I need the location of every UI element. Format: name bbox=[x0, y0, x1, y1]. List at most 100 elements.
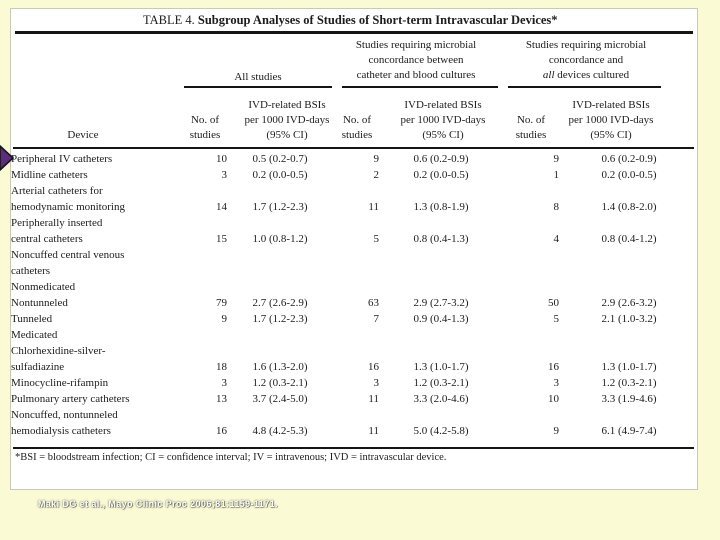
value-cell: 3.3 (2.0-4.6) bbox=[413, 393, 469, 405]
rate-header-1: IVD-related BSIs per 1000 IVD-days (95% … bbox=[244, 99, 330, 141]
table-row: Minocycline-rifampin 3 1.2 (0.3-2.1) 3 1.2 (… bbox=[11, 375, 699, 391]
value-cell bbox=[333, 183, 379, 199]
value-cell bbox=[181, 327, 227, 343]
value-cell: 9 bbox=[553, 425, 560, 437]
table-row: catheters bbox=[11, 263, 699, 279]
value-cell bbox=[227, 343, 333, 359]
value-cell: 0.8 (0.4-1.3) bbox=[413, 233, 469, 245]
value-cell bbox=[333, 327, 379, 343]
table-title: TABLE 4. Subgroup Analyses of Studies of… bbox=[143, 13, 558, 28]
table-row: sulfadiazine 18 1.6 (1.3-2.0) 16 1.3 (1.0-1.… bbox=[11, 359, 699, 375]
table-row: Noncuffed central venous bbox=[11, 247, 699, 263]
value-cell bbox=[503, 263, 559, 279]
value-cell: 1.0 (0.8-1.2) bbox=[252, 233, 308, 245]
table-row: Pulmonary artery catheters 13 3.7 (2.4-5.0… bbox=[11, 391, 699, 407]
value-cell: 16 bbox=[368, 361, 379, 373]
table-row: hemodynamic monitoring 14 1.7 (1.2-2.3) 11 1… bbox=[11, 199, 699, 215]
value-cell bbox=[379, 183, 503, 199]
value-cell bbox=[333, 407, 379, 423]
value-cell bbox=[559, 279, 699, 295]
value-cell bbox=[227, 183, 333, 199]
value-cell: 0.2 (0.0-0.5) bbox=[252, 169, 308, 181]
column-group-all-studies: All studies bbox=[234, 71, 282, 83]
value-cell: 5 bbox=[553, 313, 560, 325]
device-cell: hemodynamic monitoring bbox=[11, 201, 125, 213]
value-cell bbox=[379, 327, 503, 343]
table-footnote: *BSI = bloodstream infection; CI = confi… bbox=[15, 452, 447, 463]
value-cell bbox=[559, 263, 699, 279]
value-cell bbox=[503, 215, 559, 231]
value-cell: 8 bbox=[553, 201, 560, 213]
rate-header-3: IVD-related BSIs per 1000 IVD-days (95% … bbox=[568, 99, 654, 141]
value-cell bbox=[333, 215, 379, 231]
device-cell: Tunneled bbox=[11, 313, 53, 325]
device-cell: Nonmedicated bbox=[11, 281, 76, 293]
value-cell bbox=[333, 343, 379, 359]
value-cell: 1.3 (0.8-1.9) bbox=[413, 201, 469, 213]
value-cell bbox=[559, 247, 699, 263]
value-cell bbox=[379, 263, 503, 279]
value-cell bbox=[379, 279, 503, 295]
value-cell: 14 bbox=[216, 201, 227, 213]
value-cell: 11 bbox=[368, 393, 379, 405]
value-cell bbox=[227, 407, 333, 423]
column-group-all-devices: Studies requiring microbial concordance … bbox=[503, 38, 669, 83]
value-cell bbox=[503, 327, 559, 343]
value-cell bbox=[559, 327, 699, 343]
rate-header-2: IVD-related BSIs per 1000 IVD-days (95% … bbox=[400, 99, 486, 141]
table-row: hemodialysis catheters 16 4.8 (4.2-5.3) 11 5… bbox=[11, 423, 699, 439]
value-cell: 79 bbox=[216, 297, 227, 309]
value-cell: 2 bbox=[373, 169, 380, 181]
citation-text: Maki DG et al., Mayo Clinic Proc 2006;81… bbox=[38, 499, 279, 509]
value-cell: 4 bbox=[553, 233, 560, 245]
column-group-concordance: Studies requiring microbial concordance … bbox=[355, 39, 477, 81]
value-cell: 3 bbox=[221, 377, 228, 389]
value-cell: 1.2 (0.3-2.1) bbox=[601, 377, 657, 389]
value-cell: 1 bbox=[553, 169, 560, 181]
value-cell: 2.9 (2.7-3.2) bbox=[413, 297, 469, 309]
value-cell: 13 bbox=[216, 393, 227, 405]
value-cell: 0.8 (0.4-1.2) bbox=[601, 233, 657, 245]
value-cell bbox=[181, 247, 227, 263]
value-cell: 9 bbox=[553, 153, 560, 165]
value-cell: 1.2 (0.3-2.1) bbox=[252, 377, 308, 389]
group1-rule bbox=[184, 86, 332, 88]
no-of-studies-header-2: No. of studies bbox=[341, 114, 373, 141]
value-cell: 5.0 (4.2-5.8) bbox=[413, 425, 469, 437]
value-cell bbox=[333, 279, 379, 295]
value-cell: 9 bbox=[221, 313, 228, 325]
device-cell: Pulmonary artery catheters bbox=[11, 393, 130, 405]
play-arrow-icon bbox=[0, 144, 15, 177]
value-cell bbox=[559, 343, 699, 359]
table-row: Medicated bbox=[11, 327, 699, 343]
value-cell: 3 bbox=[373, 377, 380, 389]
value-cell: 1.7 (1.2-2.3) bbox=[252, 201, 308, 213]
bottom-rule bbox=[13, 447, 694, 449]
value-cell: 0.9 (0.4-1.3) bbox=[413, 313, 469, 325]
value-cell: 3 bbox=[221, 169, 228, 181]
value-cell: 16 bbox=[548, 361, 559, 373]
value-cell bbox=[503, 183, 559, 199]
value-cell bbox=[333, 263, 379, 279]
device-cell: Noncuffed, nontunneled bbox=[11, 409, 118, 421]
value-cell bbox=[227, 327, 333, 343]
value-cell: 2.1 (1.0-3.2) bbox=[601, 313, 657, 325]
no-of-studies-header-1: No. of studies bbox=[189, 114, 221, 141]
value-cell bbox=[503, 279, 559, 295]
table-row: central catheters 15 1.0 (0.8-1.2) 5 0.8 (0.… bbox=[11, 231, 699, 247]
table-row: Chlorhexidine-silver- bbox=[11, 343, 699, 359]
no-of-studies-header-3: No. of studies bbox=[515, 114, 547, 141]
table-row: Nontunneled 79 2.7 (2.6-2.9) 63 2.9 (2.7-3.2… bbox=[11, 295, 699, 311]
title-rule bbox=[15, 31, 693, 34]
device-cell: hemodialysis catheters bbox=[11, 425, 111, 437]
device-column-header: Device bbox=[67, 129, 99, 141]
table-title-text: Subgroup Analyses of Studies of Short-te… bbox=[194, 13, 558, 27]
value-cell bbox=[379, 215, 503, 231]
value-cell: 1.6 (1.3-2.0) bbox=[252, 361, 308, 373]
device-cell: Peripheral IV catheters bbox=[11, 153, 113, 165]
value-cell bbox=[503, 343, 559, 359]
value-cell: 5 bbox=[373, 233, 380, 245]
device-cell: Arterial catheters for bbox=[11, 185, 103, 197]
value-cell: 10 bbox=[216, 153, 227, 165]
